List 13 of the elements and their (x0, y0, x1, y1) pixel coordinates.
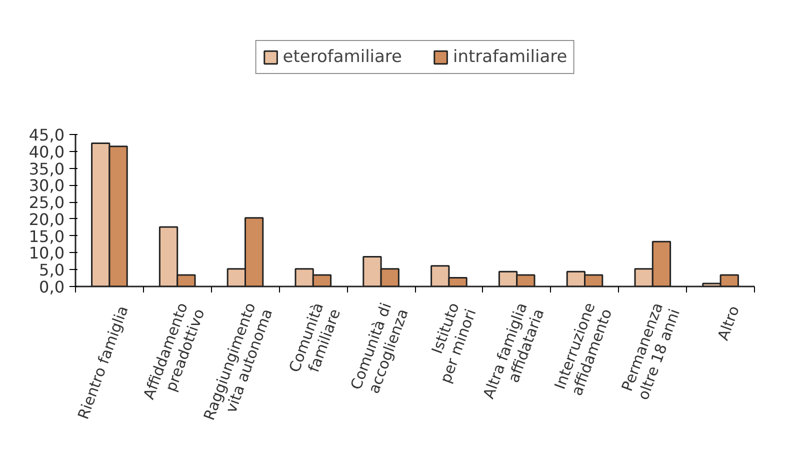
y-tick-label: 35,0 (28, 159, 64, 178)
y-tick-label: 30,0 (28, 176, 64, 196)
x-tick-label: Altro (714, 303, 744, 343)
y-tick-label: 10,0 (28, 244, 64, 263)
y-tick-label: 20,0 (28, 210, 64, 229)
y-tick-label: 40,0 (28, 142, 64, 162)
y-tick-label: 15,0 (28, 226, 64, 246)
y-tick-label: 0,0 (39, 278, 65, 296)
y-tick-label: 25,0 (28, 193, 64, 212)
legend-label: intrafamiliare (453, 47, 568, 67)
y-tick-label: 45,0 (28, 126, 64, 144)
y-tick-label: 5,0 (39, 260, 65, 280)
legend-label: eterofamiliare (282, 47, 402, 67)
